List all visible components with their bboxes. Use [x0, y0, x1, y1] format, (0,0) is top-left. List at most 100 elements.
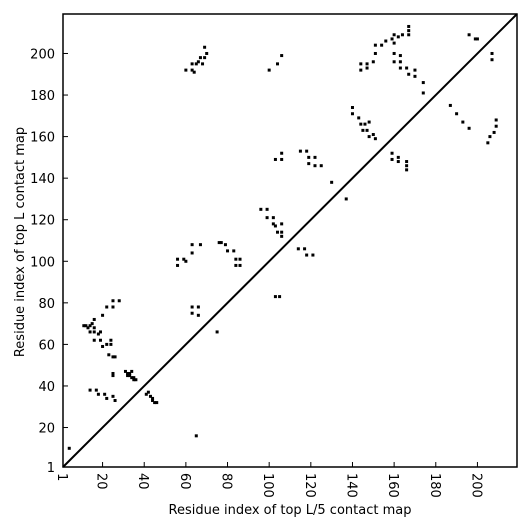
contact-point	[396, 160, 400, 164]
x-tick-label: 60	[177, 473, 192, 490]
contact-point	[280, 222, 284, 226]
contact-point	[90, 322, 94, 326]
contact-point	[96, 392, 100, 396]
y-tick-label: 140	[30, 172, 55, 187]
contact-point	[111, 374, 115, 378]
contact-point	[413, 68, 417, 72]
contact-point	[384, 39, 388, 43]
contact-point	[494, 124, 498, 128]
contact-point	[421, 81, 425, 85]
contact-point	[363, 122, 367, 126]
contact-point	[219, 241, 223, 245]
y-axis-label: Residue index of top L contact map	[13, 127, 28, 357]
contact-point	[132, 378, 136, 382]
contact-point	[107, 353, 111, 357]
y-tick-label: 80	[38, 297, 55, 312]
contact-point	[234, 257, 238, 261]
contact-point	[132, 376, 136, 380]
contact-point	[259, 207, 263, 211]
contact-point	[359, 122, 363, 126]
contact-point	[276, 230, 280, 234]
contact-point	[109, 338, 113, 342]
contact-point	[390, 37, 394, 41]
contact-point	[344, 197, 348, 201]
contact-point	[380, 43, 384, 47]
contact-point	[350, 106, 354, 110]
contact-point	[205, 51, 209, 55]
contact-point	[486, 141, 490, 145]
contact-point	[126, 371, 130, 375]
contact-point	[130, 376, 134, 380]
x-axis-label: Residue index of top L/5 contact map	[169, 503, 412, 518]
contact-point	[265, 216, 269, 220]
contact-point	[190, 305, 194, 309]
contact-point	[405, 66, 409, 70]
diagonal	[62, 13, 518, 468]
contact-point	[407, 33, 411, 37]
contact-point	[105, 305, 109, 309]
contact-point	[190, 311, 194, 315]
contact-point	[365, 128, 369, 132]
contact-point	[296, 247, 300, 251]
contact-point	[405, 164, 409, 168]
contact-point	[176, 257, 180, 261]
contact-point	[101, 344, 105, 348]
contact-point	[490, 51, 494, 55]
contact-point	[190, 62, 194, 66]
x-tick-label: 80	[219, 473, 234, 490]
contact-point	[194, 434, 198, 438]
contact-point	[196, 60, 200, 64]
contact-point	[475, 37, 479, 41]
contact-point	[92, 330, 96, 334]
contact-point	[190, 68, 194, 72]
contact-point	[365, 62, 369, 66]
contact-point	[182, 257, 186, 261]
contact-point	[319, 164, 323, 168]
contact-point	[146, 390, 150, 394]
contact-point	[117, 299, 121, 303]
x-tick-label: 180	[427, 473, 442, 498]
contact-point	[148, 394, 152, 398]
contact-point	[234, 263, 238, 267]
contact-point	[144, 392, 148, 396]
y-tick-label: 20	[38, 422, 55, 437]
contact-point	[373, 43, 377, 47]
contact-point	[461, 120, 465, 124]
y-tick-label: 1	[47, 461, 55, 476]
contact-point	[405, 168, 409, 172]
contact-point	[405, 160, 409, 164]
x-tick-label: 1	[54, 473, 69, 481]
contact-point	[392, 33, 396, 37]
contact-point	[313, 155, 317, 159]
contact-point	[92, 317, 96, 321]
contact-point	[298, 149, 302, 153]
y-tick-label: 180	[30, 89, 55, 104]
contact-point	[373, 51, 377, 55]
contact-point	[367, 120, 371, 124]
contact-point	[82, 324, 86, 328]
contact-point	[494, 118, 498, 122]
contact-point	[398, 66, 402, 70]
contact-point	[488, 135, 492, 139]
contact-point	[111, 371, 115, 375]
contact-point	[184, 68, 188, 72]
contact-point	[111, 305, 115, 309]
contact-point	[201, 62, 205, 66]
contact-point	[113, 399, 117, 403]
contact-point	[196, 305, 200, 309]
contact-point	[111, 394, 115, 398]
contact-point	[271, 222, 275, 226]
contact-point	[96, 332, 100, 336]
contact-point	[111, 355, 115, 359]
contact-point	[226, 249, 230, 253]
contact-point	[305, 149, 309, 153]
contact-point	[276, 62, 280, 66]
contact-point	[151, 399, 155, 403]
x-tick-label: 20	[94, 473, 109, 490]
contact-point	[273, 224, 277, 228]
contact-point	[130, 369, 134, 373]
contact-point	[94, 388, 98, 392]
contact-point	[305, 253, 309, 257]
contact-point	[128, 371, 132, 375]
